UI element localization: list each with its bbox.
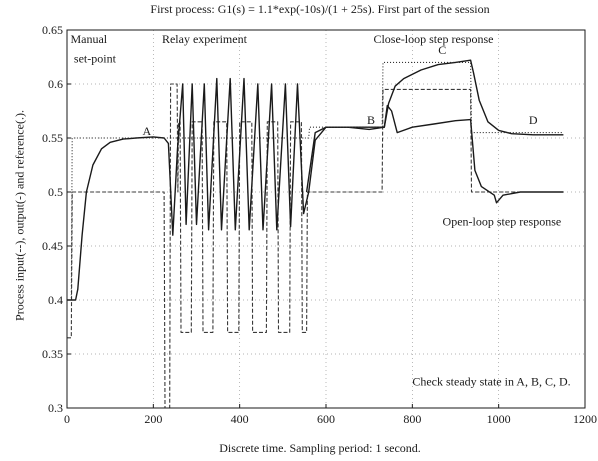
x-tick-label: 600 — [317, 412, 335, 426]
annotation-label: Relay experiment — [162, 32, 248, 46]
y-tick-label: 0.45 — [42, 239, 63, 253]
annotation-label: B — [367, 113, 375, 127]
annotation-layer: Manual set-point Relay experiment Close-loo… — [70, 32, 570, 388]
x-tick-label: 200 — [144, 412, 162, 426]
y-tick-label: 0.3 — [48, 401, 63, 415]
chart-title: First process: G1(s) = 1.1*exp(-10s)/(1 … — [150, 2, 490, 16]
x-tick-label: 400 — [231, 412, 249, 426]
series-input-line — [67, 83, 564, 409]
y-tick-label: 0.5 — [48, 185, 63, 199]
y-tick-label: 0.55 — [42, 131, 63, 145]
x-tick-label: 1000 — [487, 412, 511, 426]
x-axis-label: Discrete time. Sampling period: 1 second… — [219, 441, 421, 455]
y-tick-label: 0.65 — [42, 23, 63, 37]
y-tick-label: 0.4 — [48, 293, 63, 307]
series-output-line — [67, 77, 564, 301]
y-tick-label: 0.6 — [48, 77, 63, 91]
series-output-line — [305, 59, 564, 193]
y-tick-label: 0.35 — [42, 347, 63, 361]
x-tick-label: 0 — [64, 412, 70, 426]
x-tick-label: 1200 — [573, 412, 597, 426]
annotation-label: D — [529, 113, 538, 127]
annotation-label: Open-loop step response — [443, 214, 562, 228]
ticks-layer: 0 200 400 600 800 1000 1200 0.3 0.35 0.4 0.45 0.5 0.… — [42, 23, 597, 426]
annotation-label: set-point — [74, 51, 117, 65]
annotation-label: Close-loop step response — [373, 32, 493, 46]
x-tick-label: 800 — [403, 412, 421, 426]
annotation-label: Manual — [70, 32, 107, 46]
series-layer — [67, 59, 564, 409]
annotation-label: A — [143, 124, 152, 138]
series-reference-line — [67, 61, 564, 301]
annotation-label: Check steady state in A, B, C, D. — [412, 374, 570, 388]
annotation-label: C — [438, 43, 446, 57]
